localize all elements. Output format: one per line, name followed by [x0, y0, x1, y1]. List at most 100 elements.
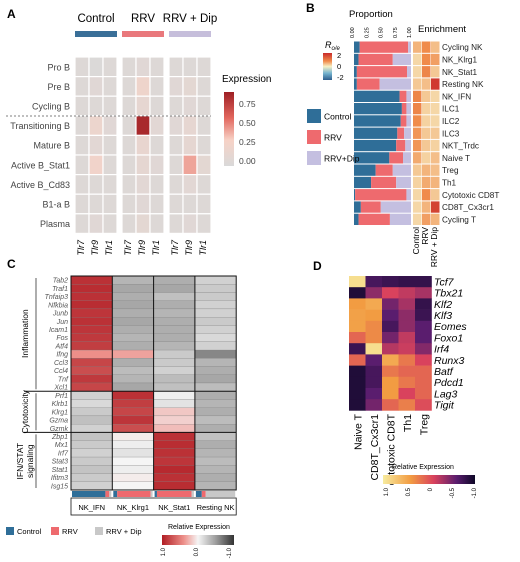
panel-a-gene-label: Tlr7: [76, 239, 86, 255]
panel-b-enrichment-cell: [422, 127, 431, 139]
panel-a-cell: [168, 193, 184, 215]
panel-a-cell: [74, 174, 90, 195]
panel-b-enrichment-cell: [422, 103, 431, 115]
panel-a-cell: [121, 56, 137, 78]
panel-b-bar-segment: [371, 176, 397, 189]
panel-c-cell: [112, 366, 154, 375]
panel-d-cell: [365, 320, 383, 333]
panel-a-group-label: RRV + Dip: [163, 13, 217, 25]
panel-c-cluster-frame: [70, 497, 237, 516]
panel-c-heatmap: [24, 275, 237, 491]
panel-b-bar-segment: [375, 164, 393, 176]
panel-b-legend-swatch: [307, 130, 321, 144]
panel-b-bar-segment: [396, 176, 411, 189]
panel-b-enrichment-cell: [431, 115, 440, 127]
panel-d-cell: [382, 309, 399, 322]
panel-c-gene-label: Junb: [52, 311, 68, 318]
panel-c-cell: [194, 424, 237, 433]
panel-c-gene-label: Tnfaip3: [45, 294, 68, 301]
panel-d-cell: [398, 365, 416, 378]
panel-d-heatmap: [349, 276, 432, 411]
panel-c-cell: [153, 333, 196, 342]
panel-b-legend-label: Control: [324, 112, 352, 122]
panel-c-legend-swatch: [51, 527, 59, 535]
panel-c-cell: [112, 349, 154, 359]
panel-c-annotation-bar: [72, 491, 236, 497]
panel-b-header-right: Enrichment: [418, 24, 466, 35]
panel-c-cell: [112, 317, 154, 326]
panel-c-cell: [112, 325, 154, 334]
panel-d-cell: [415, 388, 432, 400]
panel-c-gene-label: Gzmk: [50, 426, 69, 433]
panel-a-row-labels: Pro B Pre B Cycling B Transitioning B Mature…: [10, 62, 70, 229]
panel-a-cell: [88, 154, 104, 176]
panel-a-cell: [135, 95, 151, 117]
panel-b-enrichment-cell: [413, 78, 422, 90]
panel-c-cell: [70, 481, 113, 491]
panel-b-bar-segment: [404, 127, 411, 139]
panel-c-cell: [194, 349, 237, 359]
panel-c-cell: [112, 440, 154, 449]
panel-d-gene-label: Lag3: [434, 388, 458, 400]
panel-b-enrichment-cell: [422, 176, 431, 189]
panel-b-bar-segment: [354, 103, 402, 115]
panel-d-gene-label: Foxo1: [434, 332, 463, 344]
panel-a-cell: [121, 115, 137, 137]
panel-c-gene-label: Tnf: [58, 376, 69, 383]
panel-c-cell: [112, 473, 154, 482]
panel-b-row-label: ILC1: [442, 105, 460, 114]
panel-a-legend-tick: 0.00: [239, 156, 256, 166]
panel-c-cell: [194, 432, 237, 441]
panel-b-row-label: NK_Stat1: [442, 68, 477, 77]
panel-b-bar-segment: [356, 78, 380, 90]
panel-c-cell: [70, 473, 113, 482]
panel-a-cell: [135, 174, 151, 195]
panel-b-roe-ticks: 2 0 -2: [337, 51, 344, 82]
panel-c-cluster-label: Resting NK: [197, 503, 235, 512]
panel-c-legend-swatch: [95, 527, 103, 535]
panel-b-bar-segment: [406, 90, 411, 102]
panel-a-cell: [182, 193, 198, 215]
panel-c-cell: [194, 366, 237, 375]
panel-a-gene-label: Tlr9: [184, 240, 194, 256]
panel-a-cell: [74, 134, 90, 156]
panel-a-cell: [74, 213, 90, 235]
panel-d-cell: [365, 343, 383, 355]
panel-b-enrichment-cell: [413, 176, 422, 189]
panel-c-annotation-segment: [117, 491, 151, 497]
panel-b-row-label: Resting NK: [442, 80, 484, 89]
panel-a-cell: [196, 56, 212, 78]
panel-d-scale-tick: 1.0: [384, 487, 390, 496]
panel-c-cell: [153, 432, 196, 441]
panel-c-cell: [194, 341, 237, 351]
panel-a: A Control RRV RRV + Dip Pro B Pre B Cycling …: [6, 7, 271, 256]
panel-d-cluster-label: Treg: [418, 414, 430, 435]
panel-b-enrichment-cell: [422, 90, 431, 102]
panel-b-col-label: RRV: [420, 227, 430, 245]
panel-d-cluster-label: CD8T_Cx3cr1: [369, 414, 381, 481]
panel-b-bar-segment: [354, 152, 390, 164]
panel-a-gene-label: Tlr1: [151, 240, 161, 256]
panel-a-gene-label: Tlr1: [104, 240, 114, 256]
panel-c-scale-tick: -1.0: [227, 547, 233, 558]
panel-c-cell: [112, 424, 154, 433]
panel-c-annotation-segment: [201, 491, 206, 497]
panel-c-cell: [112, 275, 154, 285]
panel-b-prop-tick: 0.00: [350, 27, 356, 38]
panel-c-cell: [153, 424, 196, 433]
panel-c-legend-label: Control: [17, 527, 42, 536]
panel-a-cell: [182, 134, 198, 156]
panel-c-gene-label: Zbp1: [51, 434, 68, 441]
panel-b-roe-tick: 2: [337, 51, 341, 60]
panel-d-cell: [415, 332, 432, 344]
panel-a-cell: [196, 213, 212, 235]
panel-a-cell: [168, 154, 184, 176]
panel-b-legend-label: RRV: [324, 133, 342, 143]
panel-a-cell: [182, 95, 198, 117]
panel-c-gene-label: Klrb1: [52, 401, 68, 408]
panel-b-row-label: Naive T: [442, 154, 470, 163]
panel-b-enrichment-cell: [431, 90, 440, 102]
panel-b-bar-segment: [396, 139, 406, 152]
panel-c-cell: [112, 358, 154, 367]
panel-b-bar-segment: [355, 189, 407, 201]
